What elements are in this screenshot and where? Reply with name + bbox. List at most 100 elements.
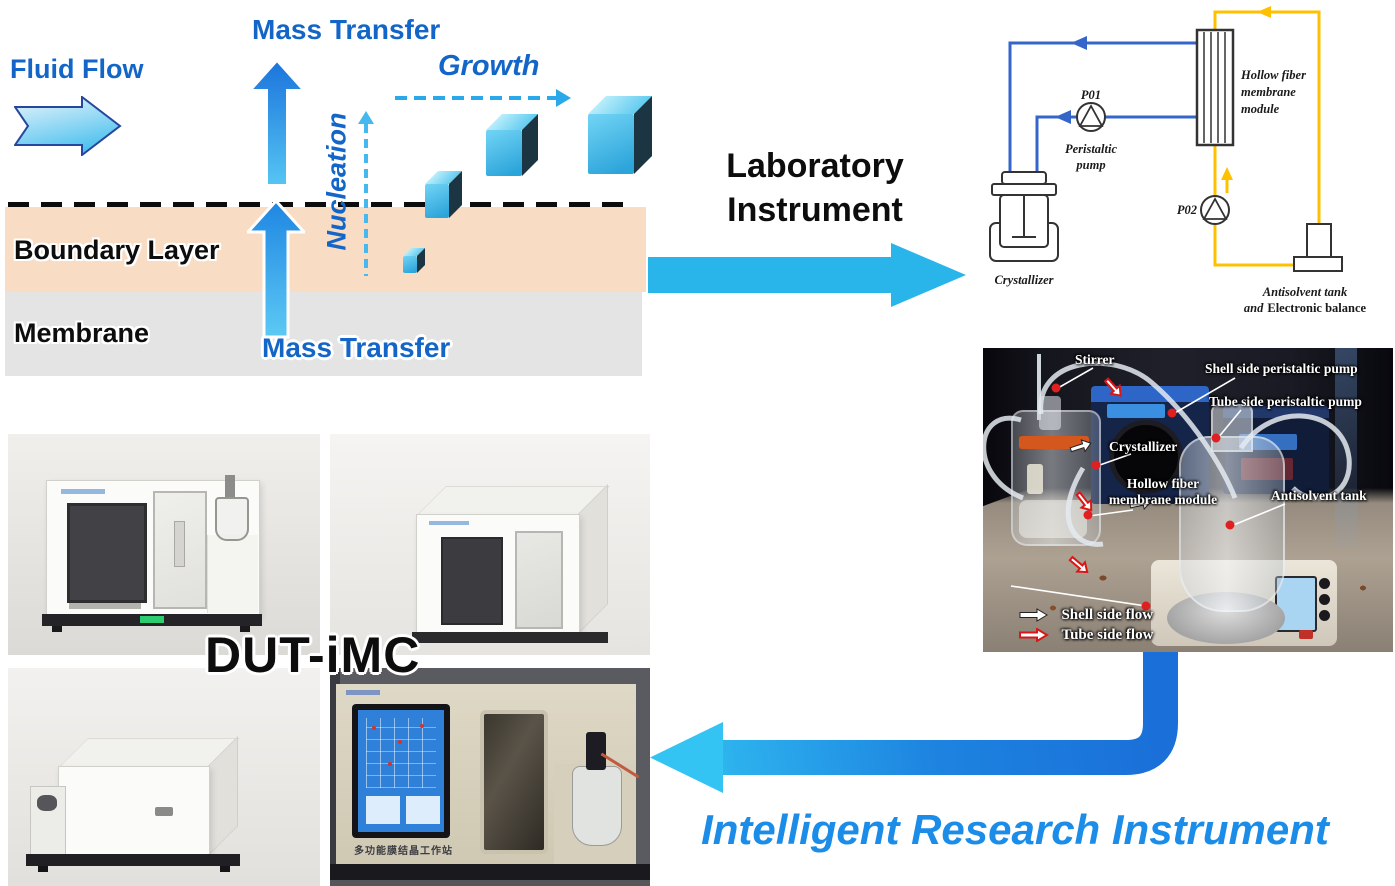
fluid-flow-label: Fluid Flow	[10, 54, 144, 84]
workstation-body	[46, 475, 260, 616]
photo-label-stirrer: Stirrer	[1075, 352, 1115, 367]
module-label-line3: module	[1241, 102, 1280, 116]
legend-shell-text: Shell side flow	[1061, 607, 1154, 623]
product-render-closed	[8, 668, 320, 886]
growth-dashed-arrow	[395, 96, 557, 100]
panel-chinese-text: 多功能膜结晶工作站	[354, 846, 453, 857]
flow-arrow-right	[1055, 110, 1071, 124]
brand-mark	[61, 489, 105, 494]
pump-p01-symbol	[1076, 102, 1106, 132]
clamp-orange	[1019, 436, 1089, 449]
pump-p01-id: P01	[1081, 88, 1101, 102]
legend-tube-text: Tube side flow	[1061, 627, 1154, 643]
boundary-layer-band	[5, 207, 646, 292]
crystal-nucleus	[403, 248, 425, 273]
membrane-band	[5, 292, 642, 376]
mass-transfer-top-label: Mass Transfer	[252, 14, 441, 45]
viewing-window	[480, 710, 548, 854]
touchscreen-angled	[441, 537, 503, 625]
tank-neck	[1211, 404, 1253, 452]
flow-direction-arrows	[1068, 377, 1152, 574]
tank-label-and: and	[1244, 301, 1264, 315]
crystallizer-symbol	[989, 171, 1059, 262]
tank-label-line2: and Electronic balance	[1244, 301, 1367, 315]
intelligent-left-arrow	[650, 645, 1178, 793]
photo-label-module-line1: Hollow fiber	[1126, 476, 1200, 491]
tank-label-line1: Antisolvent tank	[1262, 285, 1348, 299]
base-green-label	[140, 616, 164, 623]
laboratory-line2: Instrument	[727, 191, 903, 229]
handle	[155, 807, 173, 816]
stirrer-shaft	[1027, 464, 1043, 494]
screen-bezel	[352, 704, 450, 838]
photo-label-tank: Antisolvent tank	[1271, 488, 1367, 503]
glass-door-angled	[515, 531, 563, 629]
stirrer-rod	[1037, 354, 1041, 420]
touchscreen	[67, 503, 147, 603]
machine-base-angled	[412, 632, 608, 643]
membrane-label: Membrane	[14, 318, 150, 348]
legend-tube-flow: Tube side flow	[1019, 626, 1153, 644]
stirrer-motor	[586, 732, 606, 770]
laboratory-right-arrow	[648, 243, 966, 307]
crystal-medium	[486, 114, 538, 177]
flow-arrow-left	[1071, 36, 1087, 50]
crystal-small	[425, 171, 462, 219]
photo-annotations	[1010, 367, 1286, 611]
shell-flow-arrow-icon	[1019, 607, 1048, 622]
solution-loop-pipes	[1008, 41, 1198, 174]
closed-body	[58, 766, 210, 856]
glass-door	[153, 491, 207, 609]
touchscreen-flowchart	[358, 710, 444, 832]
flow-arrow-top-right	[1257, 6, 1271, 18]
mass-transfer-up-arrow	[250, 60, 304, 186]
photo-label-shell-pump: Shell side peristaltic pump	[1205, 361, 1358, 376]
product-name: DUT-iMC	[205, 627, 421, 683]
membrane-surface-dashed-line	[8, 202, 633, 207]
module-label-line1: Hollow fiber	[1240, 68, 1306, 82]
boundary-layer-label: Boundary Layer	[14, 235, 220, 265]
intelligent-research-instrument-label: Intelligent Research Instrument	[701, 806, 1329, 853]
crystallizer-schematic-label: Crystallizer	[994, 273, 1053, 287]
legend-shell-flow: Shell side flow	[1019, 606, 1153, 624]
growth-label: Growth	[438, 50, 540, 82]
tank-label-balance: Electronic balance	[1267, 301, 1366, 315]
tube-flow-arrow-icon	[1019, 626, 1049, 643]
mass-transfer-bottom-label: Mass Transfer	[262, 332, 451, 363]
photo-label-tube-pump: Tube side peristaltic pump	[1209, 394, 1362, 409]
glass-flask	[572, 766, 622, 846]
product-photo-real: 多功能膜结晶工作站	[330, 668, 650, 886]
lab-setup-schematic: P01 Peristaltic pump Hollow fiber membra…	[989, 6, 1367, 315]
fluid-flow-arrow	[14, 96, 122, 156]
photo-label-crystallizer: Crystallizer	[1109, 439, 1178, 454]
product-render-front	[8, 434, 320, 655]
laboratory-instrument-label: Laboratory Instrument	[695, 144, 935, 232]
front-bay	[30, 786, 66, 856]
mass-transfer-up-arrow-lower	[247, 199, 305, 339]
pump-p02-id: P02	[1177, 203, 1197, 217]
growth-arrowhead	[556, 89, 571, 107]
reactor-motor	[225, 475, 235, 497]
closed-base	[26, 854, 240, 866]
pump1-label-line2: pump	[1075, 158, 1105, 172]
crystal-large	[588, 96, 652, 175]
membrane-module-symbol	[1195, 28, 1235, 147]
tubing	[983, 360, 1352, 547]
nucleation-dashed-arrow	[364, 124, 368, 276]
nucleation-arrowhead	[358, 111, 374, 124]
laboratory-line1: Laboratory	[726, 147, 904, 185]
lab-setup-photo: Stirrer Shell side peristaltic pump Tube…	[983, 348, 1393, 652]
pump-p02-symbol	[1200, 195, 1230, 225]
module-label-line2: membrane	[1241, 85, 1296, 99]
panel-text-strip	[69, 603, 141, 609]
workstation-real-body: 多功能膜结晶工作站	[336, 684, 640, 866]
pump1-label-line1: Peristaltic	[1065, 142, 1118, 156]
reactor-bay	[207, 535, 258, 613]
brand-mark-real	[346, 690, 380, 695]
photo-label-module-line2: membrane module	[1108, 492, 1218, 507]
workstation-body-angled	[416, 514, 580, 634]
nucleation-label: Nucleation	[321, 112, 352, 251]
glass-reactor	[215, 497, 249, 541]
antisolvent-tank-symbol	[1293, 223, 1343, 272]
